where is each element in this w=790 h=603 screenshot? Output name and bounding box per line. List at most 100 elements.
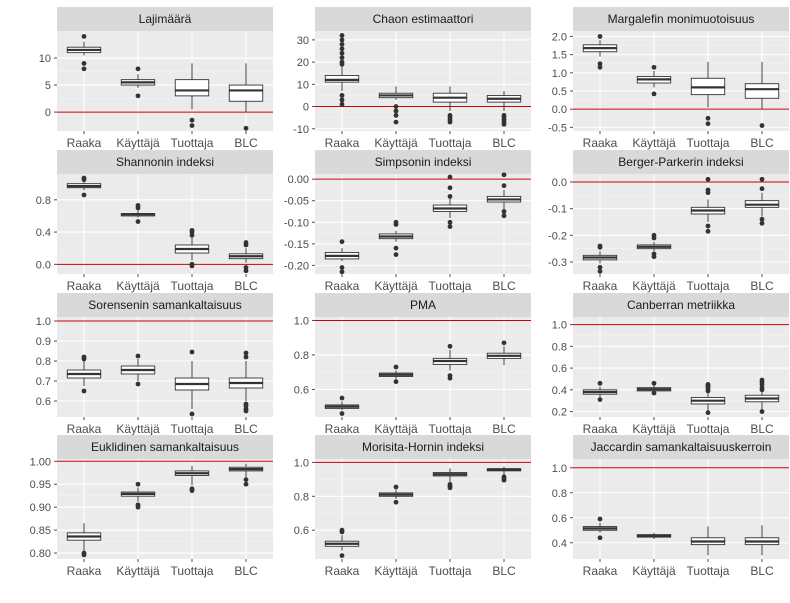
x-tick-label: Tuottaja [429,279,472,293]
y-tick-label: 0.2 [552,407,567,419]
outlier-point [135,219,141,224]
y-tick-label: 0.90 [30,502,51,514]
facet-strip [573,293,789,317]
box-blc [486,172,522,219]
x-tick-label: Tuottaja [429,136,472,150]
box-raaka [582,380,618,403]
box-tuottaja [174,63,210,128]
y-tick-label: 1.00 [30,456,51,468]
outlier-point [189,117,195,123]
x-tick-label: Tuottaja [171,136,214,150]
facet-title: Simpsonin indeksi [375,155,472,169]
box-tuottaja [690,61,726,127]
y-tick-label: 0.6 [552,363,567,375]
y-tick-label: 0.0 [36,259,51,271]
facet-strip [315,293,531,317]
x-tick-label: Tuottaja [429,422,472,436]
outlier-point [705,176,711,182]
x-tick-label: Tuottaja [171,279,214,293]
box-tuottaja [432,86,468,125]
outlier-point [339,46,345,52]
box-tuottaja [432,343,468,381]
outlier-point [189,488,195,494]
x-tick-label: Käyttäjä [116,136,160,150]
y-tick-label: 0.8 [552,341,567,353]
outlier-point [447,343,453,349]
x-tick-label: BLC [492,136,516,150]
outlier-point [759,123,765,128]
outlier-point [339,33,345,38]
outlier-point [651,380,657,386]
outlier-point [447,174,453,180]
panel-background [57,317,273,417]
outlier-point [597,380,603,386]
y-tick-label: 0.4 [36,227,51,239]
box-raaka [66,34,102,72]
x-tick-label: Tuottaja [687,564,730,578]
outlier-point [81,192,87,198]
outlier-point [651,254,657,260]
y-tick-label: 0.8 [294,491,309,503]
facet-panel: Euklidinen samankaltaisuus 0.80 0.85 0.90 0.… [30,435,273,578]
facet-strip [57,293,273,317]
box-käyttäjä [636,232,672,260]
outlier-point [597,264,603,270]
outlier-point [339,97,345,103]
outlier-point [501,209,507,214]
y-tick-label: 0.6 [552,513,567,525]
facet-panel: Simpsonin indeksi -0.20 -0.15 -0.10 -0.05 0.0… [284,150,531,293]
outlier-point [339,527,345,533]
box-iqr [744,83,780,99]
outlier-point [597,61,603,67]
x-tick-label: Tuottaja [429,564,472,578]
x-tick-label: Raaka [325,564,360,578]
facet-title: Shannonin indeksi [116,155,214,169]
outlier-point [447,119,453,125]
box-raaka [66,175,102,198]
facet-panel: Berger-Parkerin indeksi -0.3 -0.2 -0.1 0.0 Ra… [548,150,789,293]
outlier-point [447,219,453,225]
y-tick-label: 0.95 [30,479,51,491]
facet-panel: Canberran metriikka 0.2 0.4 0.6 0.8 1.0 Raaka K… [552,293,789,436]
box-käyttäjä [120,203,156,224]
y-tick-label: 0.8 [36,195,51,207]
y-tick-label: 0.8 [552,488,567,500]
y-tick-label: 0.8 [36,356,51,368]
box-blc [228,350,264,414]
outlier-point [447,224,453,229]
box-käyttäjä [378,364,414,385]
y-tick-label: 0.5 [552,86,567,98]
x-tick-label: Käyttäjä [374,279,418,293]
y-tick-label: 1.0 [36,316,51,328]
y-tick-label: 20 [297,57,309,69]
box-tuottaja [690,526,726,556]
outlier-point [705,187,711,193]
y-tick-label: 0.9 [36,336,51,348]
outlier-point [339,93,345,98]
facet-strip [315,7,531,31]
outlier-point [81,388,87,394]
outlier-point [597,516,603,522]
y-tick-label: -0.3 [548,257,567,269]
facet-title: Morisita-Hornin indeksi [362,440,484,454]
x-tick-label: Tuottaja [687,136,730,150]
x-tick-label: BLC [750,279,774,293]
x-tick-label: Käyttäjä [374,422,418,436]
box-iqr [228,84,264,102]
box-tuottaja [174,465,210,494]
box-käyttäjä [378,219,414,258]
outlier-point [393,364,399,370]
facet-panel: Jaccardin samankaltaisuuskerroin 0.4 0.6 0.… [552,435,789,578]
outlier-point [651,64,657,70]
facet-title: Chaon estimaattori [373,12,474,26]
x-tick-label: Käyttäjä [116,279,160,293]
x-tick-label: BLC [234,279,258,293]
box-käyttäjä [120,481,156,510]
y-tick-label: 10 [39,53,51,65]
box-blc [744,377,780,414]
box-blc [744,525,780,556]
box-tuottaja [432,468,468,491]
outlier-point [135,381,141,387]
box-käyttäjä [636,532,672,539]
x-tick-label: BLC [750,422,774,436]
